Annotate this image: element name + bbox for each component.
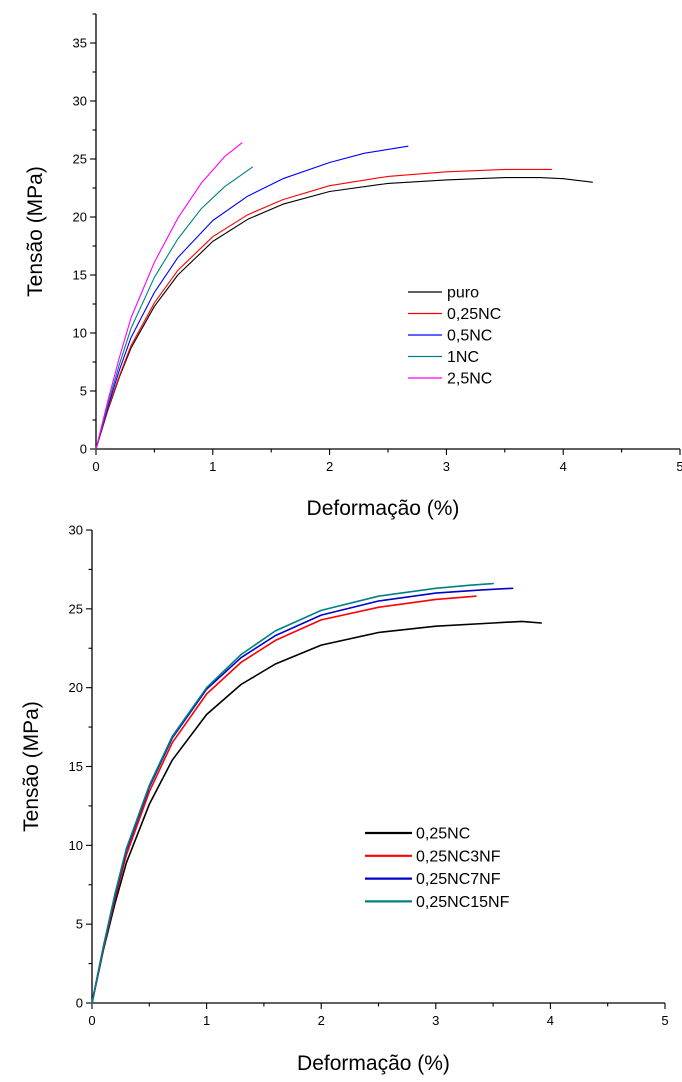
y-tick-label: 25 xyxy=(69,601,83,616)
x-tick-label: 5 xyxy=(661,1013,668,1028)
y-tick-label: 30 xyxy=(73,94,87,109)
series-line xyxy=(91,595,477,1004)
series-line xyxy=(95,177,593,450)
series-line xyxy=(91,582,494,1004)
series-line xyxy=(95,145,409,450)
x-axis-title: Deformação (%) xyxy=(297,1052,450,1075)
legend-label: 0,25NC15NF xyxy=(416,894,510,911)
y-tick-label: 0 xyxy=(76,996,83,1011)
y-tick-label: 30 xyxy=(69,523,83,538)
legend-label: 1NC xyxy=(447,349,479,366)
x-tick-label: 5 xyxy=(676,459,682,474)
series-line xyxy=(91,620,543,1004)
x-tick-label: 2 xyxy=(326,459,333,474)
chart-2: 0 1 2 3 4 5 0 5 10 15 20 25 30 Deformação (%) Tensão (… xyxy=(20,523,669,1076)
y-tick-label: 35 xyxy=(73,36,87,51)
y-axis-title: Tensão (MPa) xyxy=(20,701,43,832)
chart-1: 0 1 2 3 4 5 0 5 10 15 20 25 30 35 Deformação (%) Tensão… xyxy=(24,13,682,520)
y-tick-label: 5 xyxy=(76,917,83,932)
y-axis-title: Tensão (MPa) xyxy=(24,166,47,297)
series-line xyxy=(91,587,514,1004)
series-line xyxy=(95,142,243,450)
legend-label: 0,25NC3NF xyxy=(416,848,501,865)
x-tick-label: 4 xyxy=(547,1013,554,1028)
x-tick-label: 1 xyxy=(203,1013,210,1028)
x-axis-title: Deformação (%) xyxy=(307,497,460,520)
x-tick-label: 3 xyxy=(432,1013,439,1028)
legend-label: 2,5NC xyxy=(447,371,492,388)
y-tick-label: 10 xyxy=(73,326,87,341)
series-line xyxy=(95,168,553,450)
y-tick-label: 20 xyxy=(73,210,87,225)
y-tick-label: 0 xyxy=(80,442,87,457)
x-tick-label: 2 xyxy=(318,1013,325,1028)
x-tick-label: 1 xyxy=(209,459,216,474)
x-tick-label: 0 xyxy=(92,459,99,474)
series-line xyxy=(95,166,254,450)
legend-label: puro xyxy=(447,285,479,302)
y-tick-label: 25 xyxy=(73,152,87,167)
y-tick-label: 15 xyxy=(69,759,83,774)
y-tick-label: 10 xyxy=(69,838,83,853)
legend-label: 0,5NC xyxy=(447,328,492,345)
legend-label: 0,25NC xyxy=(447,306,501,323)
x-tick-label: 3 xyxy=(443,459,450,474)
legend-label: 0,25NC7NF xyxy=(416,871,501,888)
legend-label: 0,25NC xyxy=(416,826,470,843)
y-tick-label: 20 xyxy=(69,680,83,695)
y-tick-label: 15 xyxy=(73,268,87,283)
y-tick-label: 5 xyxy=(80,384,87,399)
x-tick-label: 4 xyxy=(560,459,567,474)
x-tick-label: 0 xyxy=(88,1013,95,1028)
